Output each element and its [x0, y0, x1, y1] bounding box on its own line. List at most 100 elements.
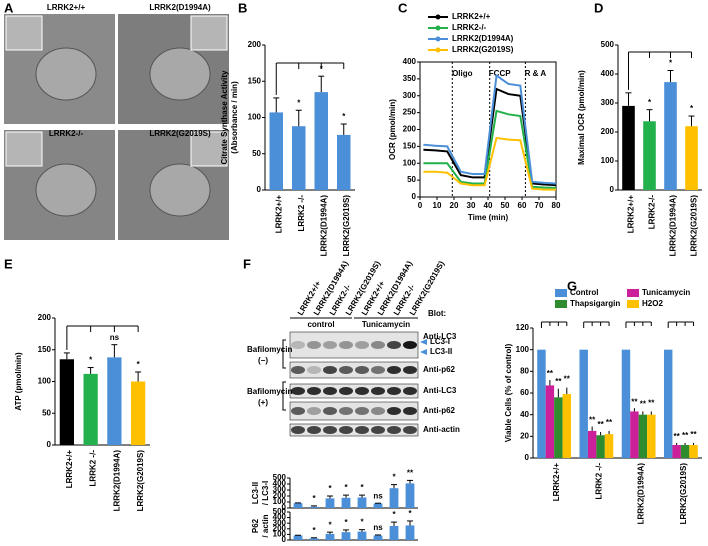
blot-band: [403, 407, 417, 415]
blot-band: [355, 407, 369, 415]
significance: *: [297, 98, 301, 107]
y-tick-label: 400: [403, 57, 417, 66]
series-line: [423, 136, 556, 191]
bar: [405, 525, 415, 540]
significance: *: [360, 518, 364, 527]
blot-band: [387, 341, 401, 349]
bar: [341, 532, 351, 540]
panel-label: G: [567, 278, 577, 293]
y-tick-label: 200: [273, 524, 287, 533]
significance: *: [392, 510, 396, 519]
x-tick-label: LRRK2 -/-: [297, 195, 306, 232]
bar: [389, 526, 399, 540]
blot-band: [403, 387, 417, 395]
y-tick-label: 400: [601, 69, 615, 78]
significance: *: [360, 483, 364, 492]
y-tick-label: 250: [403, 108, 417, 117]
blot-band: [339, 341, 353, 349]
blot-band: [403, 341, 417, 349]
condition-label: Bafilomycin: [247, 387, 292, 396]
x-tick-label: 40: [484, 201, 493, 210]
bar: [357, 531, 367, 540]
y-tick-label: 0: [257, 185, 262, 194]
bar: [579, 349, 588, 458]
blot-band: [355, 426, 369, 434]
series-line: [423, 87, 557, 187]
bar: [309, 538, 319, 540]
significance: *: [342, 112, 346, 121]
bar: [337, 134, 351, 190]
significance: *: [89, 356, 93, 365]
y-tick-label: 500: [273, 507, 287, 516]
bar: [325, 498, 335, 508]
condition-label: (+): [258, 398, 268, 407]
condition-label: (−): [258, 356, 268, 365]
blot-strip: [289, 401, 419, 421]
significance: *: [328, 484, 332, 493]
significance: *: [648, 98, 652, 107]
bar: [545, 385, 555, 458]
blot-band: [323, 387, 337, 395]
significance: *: [312, 494, 316, 503]
significance: **: [555, 377, 562, 386]
event-label: FCCP: [489, 69, 511, 78]
y-axis-label: / actin: [261, 514, 270, 537]
blot-band: [355, 366, 369, 374]
blot-band: [387, 426, 401, 434]
bar: [269, 112, 283, 190]
blot-band: [387, 387, 401, 395]
bar: [325, 533, 335, 540]
legend-dot: [435, 36, 441, 42]
y-tick-label: 300: [403, 91, 417, 100]
inset: [5, 131, 43, 167]
blot-band: [323, 366, 337, 374]
x-tick-label: LRRK2 -/-: [594, 463, 603, 500]
y-tick-label: 150: [248, 76, 262, 85]
x-tick-label: 10: [433, 201, 442, 210]
bar: [292, 126, 306, 190]
significance: ns: [373, 523, 383, 532]
blot-band: [307, 366, 321, 374]
blot-band: [291, 426, 305, 434]
legend-dot: [435, 14, 441, 20]
band-arrow: [420, 349, 427, 355]
x-tick-label: LRRK2(D1994A): [669, 195, 678, 257]
blot-band: [307, 387, 321, 395]
x-tick-label: LRRK2(D1994A): [112, 450, 121, 512]
nucleus: [149, 47, 211, 101]
y-tick-label: 0: [282, 503, 287, 512]
blot-band: [371, 341, 385, 349]
plot-frame: [419, 61, 557, 198]
y-tick-label: 0: [47, 440, 52, 449]
y-axis-label: Viable Cells (% of control): [504, 343, 513, 442]
row-label: Anti-LC3: [423, 332, 457, 341]
panel-label: B: [238, 0, 247, 15]
bar: [341, 497, 351, 508]
significance: **: [690, 430, 697, 439]
y-tick-label: 80: [520, 366, 529, 375]
bar: [622, 105, 635, 190]
bar: [680, 445, 690, 458]
significance: **: [631, 397, 638, 406]
bar: [554, 397, 563, 458]
row-label: Anti-actin: [423, 425, 460, 434]
significance: **: [640, 400, 647, 409]
y-tick-label: 200: [273, 491, 287, 500]
significance: *: [344, 518, 348, 527]
bar: [664, 82, 677, 190]
bar: [107, 357, 122, 445]
significance: ns: [110, 333, 120, 342]
legend-label: LRRK2+/+: [452, 12, 491, 21]
blot-band: [323, 407, 337, 415]
x-tick-label: LRRK2+/+: [627, 195, 636, 234]
legend-swatch: [627, 289, 639, 297]
blot-band: [291, 387, 305, 395]
y-tick-label: 300: [601, 98, 615, 107]
blot-band: [371, 407, 385, 415]
x-tick-label: LRRK2(D1994A): [637, 463, 646, 525]
bar: [685, 126, 698, 190]
blot-heading: Blot:: [428, 309, 446, 318]
blot-band: [307, 407, 321, 415]
inset: [5, 15, 43, 51]
condition-bracket: [282, 339, 286, 369]
